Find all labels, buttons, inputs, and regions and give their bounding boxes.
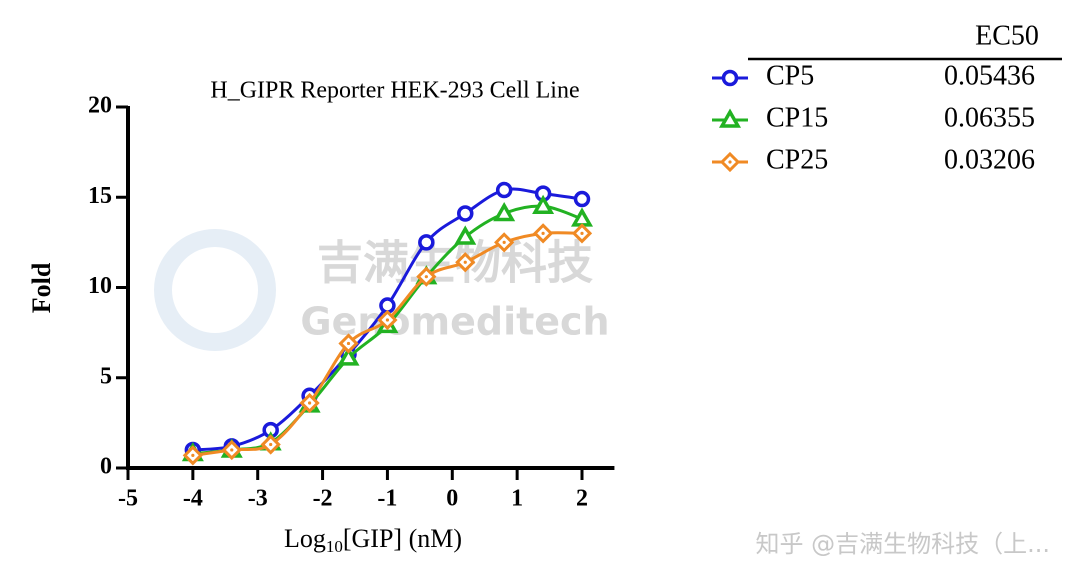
y-axis-label: Fold [27, 262, 56, 313]
marker-dot [463, 260, 467, 264]
marker-dot [580, 231, 584, 235]
y-tick-label: 20 [88, 93, 112, 119]
x-tick-label: -4 [183, 486, 203, 512]
marker [457, 205, 474, 222]
x-label-main: Log [284, 524, 326, 553]
x-tick-label: -1 [377, 486, 397, 512]
legend-ec50: 0.05436 [944, 60, 1035, 91]
x-tick-label: 1 [511, 486, 523, 512]
marker [532, 194, 555, 215]
marker [570, 207, 594, 227]
marker-dot [191, 453, 195, 457]
y-tick-label: 15 [88, 183, 112, 209]
x-tick-label: 0 [446, 486, 458, 512]
legend-label: CP25 [766, 144, 828, 175]
marker [493, 201, 516, 222]
legend-header: EC50 [975, 20, 1039, 51]
y-tick-label: 5 [100, 363, 112, 389]
x-tick-label: 2 [576, 486, 588, 512]
marker [718, 108, 742, 128]
x-tick-label: -2 [313, 486, 333, 512]
x-tick-label: -5 [118, 486, 138, 512]
marker [454, 225, 477, 245]
marker [721, 69, 739, 87]
marker [573, 190, 591, 208]
marker-dot [728, 160, 732, 164]
marker-dot [346, 341, 351, 346]
x-label-rest: [GIP] (nM) [343, 524, 462, 553]
marker [418, 234, 435, 251]
x-axis-label: Log10[GIP] (nM) [284, 524, 462, 556]
x-label-sub: 10 [326, 537, 343, 556]
chart-title: H_GIPR Reporter HEK-293 Cell Line [210, 78, 579, 104]
marker-dot [541, 231, 545, 235]
legend-ec50: 0.06355 [944, 102, 1035, 133]
marker-dot [308, 401, 312, 405]
legend-ec50: 0.03206 [944, 144, 1035, 175]
marker-dot [424, 275, 428, 279]
watermark-logo [154, 229, 276, 351]
footer-watermark: 知乎 @吉满生物科技（上... [755, 530, 1050, 558]
legend-label: CP15 [766, 102, 828, 133]
marker-dot [385, 318, 390, 322]
watermark-en: Genomeditech [300, 300, 609, 344]
marker-dot [269, 442, 273, 447]
marker [495, 181, 513, 199]
y-tick-label: 0 [100, 454, 112, 480]
marker-dot [502, 240, 506, 244]
legend-label: CP5 [766, 60, 814, 91]
y-tick-label: 10 [88, 273, 112, 299]
marker [337, 346, 360, 366]
marker-dot [230, 448, 234, 452]
x-tick-label: -3 [248, 486, 268, 512]
